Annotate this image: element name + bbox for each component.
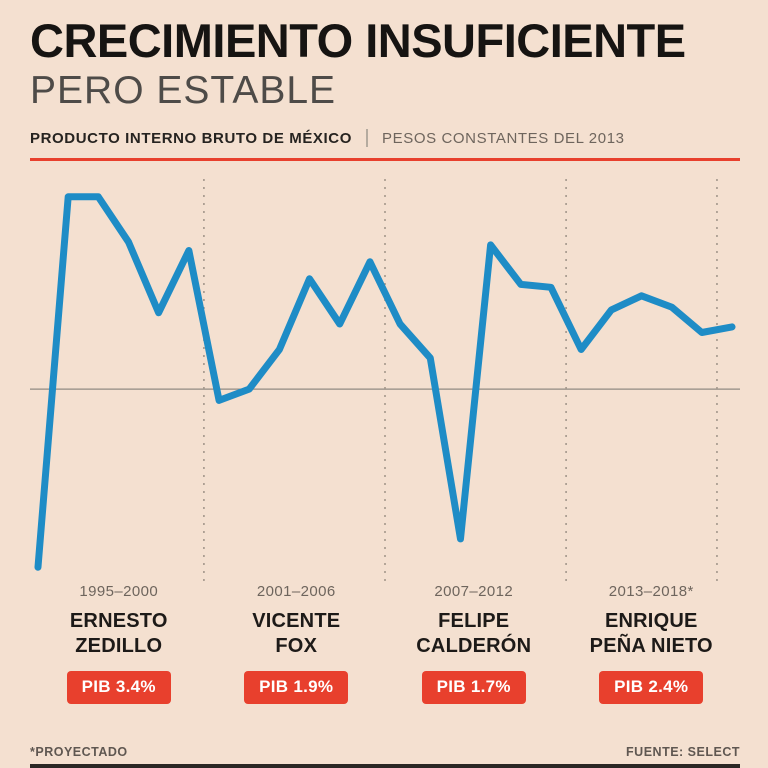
pib-badge: PIB 1.9% xyxy=(244,671,349,705)
president-name: VICENTE FOX xyxy=(252,610,341,658)
pib-badge: PIB 3.4% xyxy=(66,671,171,705)
president-columns: 1995–2000 ERNESTO ZEDILLO PIB 3.4% 2001–… xyxy=(30,583,741,705)
subtitle-divider xyxy=(366,129,368,148)
president-column: 2013–2018* ENRIQUE PEÑA NIETO PIB 2.4% xyxy=(563,583,741,705)
term-years-label: 2013–2018* xyxy=(608,583,694,601)
term-years-label: 1995–2000 xyxy=(79,583,159,601)
chart-canvas xyxy=(30,179,740,588)
footer: *PROYECTADO FUENTE: SELECT xyxy=(30,745,740,768)
chart-subtitle-strip: PRODUCTO INTERNO BRUTO DE MÉXICO PESOS C… xyxy=(30,129,740,162)
pib-badge: PIB 2.4% xyxy=(599,671,704,705)
source-label: FUENTE: SELECT xyxy=(626,745,740,759)
president-name: FELIPE CALDERÓN xyxy=(416,610,532,658)
headline-line1: CRECIMIENTO INSUFICIENTE xyxy=(30,14,686,67)
pib-badge: PIB 1.7% xyxy=(421,671,526,705)
president-column: 1995–2000 ERNESTO ZEDILLO PIB 3.4% xyxy=(30,583,208,705)
president-column: 2007–2012 FELIPE CALDERÓN PIB 1.7% xyxy=(385,583,563,705)
projection-note: *PROYECTADO xyxy=(30,745,128,759)
gdp-line-chart xyxy=(30,177,740,588)
bottom-rule xyxy=(30,764,740,768)
president-name: ERNESTO ZEDILLO xyxy=(69,610,168,658)
infographic-page: CRECIMIENTO INSUFICIENTE PERO ESTABLE PR… xyxy=(30,14,741,705)
headline-line2: PERO ESTABLE xyxy=(30,68,337,112)
president-column: 2001–2006 VICENTE FOX PIB 1.9% xyxy=(208,583,386,705)
term-years-label: 2001–2006 xyxy=(256,583,336,601)
chart-units-label: PESOS CONSTANTES DEL 2013 xyxy=(382,129,625,147)
chart-subject-label: PRODUCTO INTERNO BRUTO DE MÉXICO xyxy=(30,129,352,147)
term-years-label: 2007–2012 xyxy=(434,583,514,601)
president-name: ENRIQUE PEÑA NIETO xyxy=(589,610,713,658)
